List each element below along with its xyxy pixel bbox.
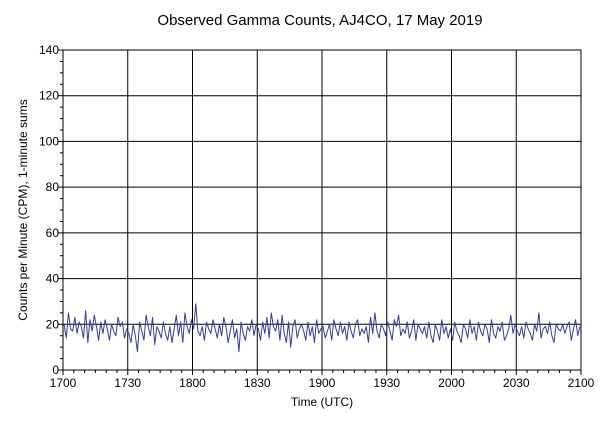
series-line [63, 303, 581, 353]
y-axis: 0 20 40 60 80 100 120 140 [39, 43, 63, 377]
y-tick-label: 20 [46, 317, 60, 331]
x-tick-label: 1930 [373, 376, 400, 390]
x-tick-label: 1830 [244, 376, 271, 390]
y-tick-label: 140 [39, 43, 59, 57]
x-axis-label: Time (UTC) [291, 395, 353, 409]
grid-lines [63, 50, 581, 370]
x-tick-label: 1800 [179, 376, 206, 390]
y-tick-label: 100 [39, 134, 59, 148]
y-tick-label: 120 [39, 89, 59, 103]
chart-title: Observed Gamma Counts, AJ4CO, 17 May 201… [157, 12, 482, 29]
x-tick-label: 1900 [309, 376, 336, 390]
y-tick-label: 0 [52, 363, 59, 377]
y-tick-label: 40 [46, 272, 60, 286]
x-axis: 1700 1730 1800 1830 1900 1930 2000 2030 2100 [50, 370, 595, 390]
y-tick-label: 80 [46, 180, 60, 194]
x-tick-label: 2100 [568, 376, 595, 390]
x-tick-label: 1730 [114, 376, 141, 390]
series-layer [63, 303, 581, 353]
y-axis-label: Counts per Minute (CPM), 1-minute sums [16, 99, 30, 320]
x-tick-label: 2030 [503, 376, 530, 390]
x-tick-label: 2000 [438, 376, 465, 390]
plot-frame [62, 49, 582, 371]
y-tick-label: 60 [46, 226, 60, 240]
x-tick-label: 1700 [50, 376, 77, 390]
